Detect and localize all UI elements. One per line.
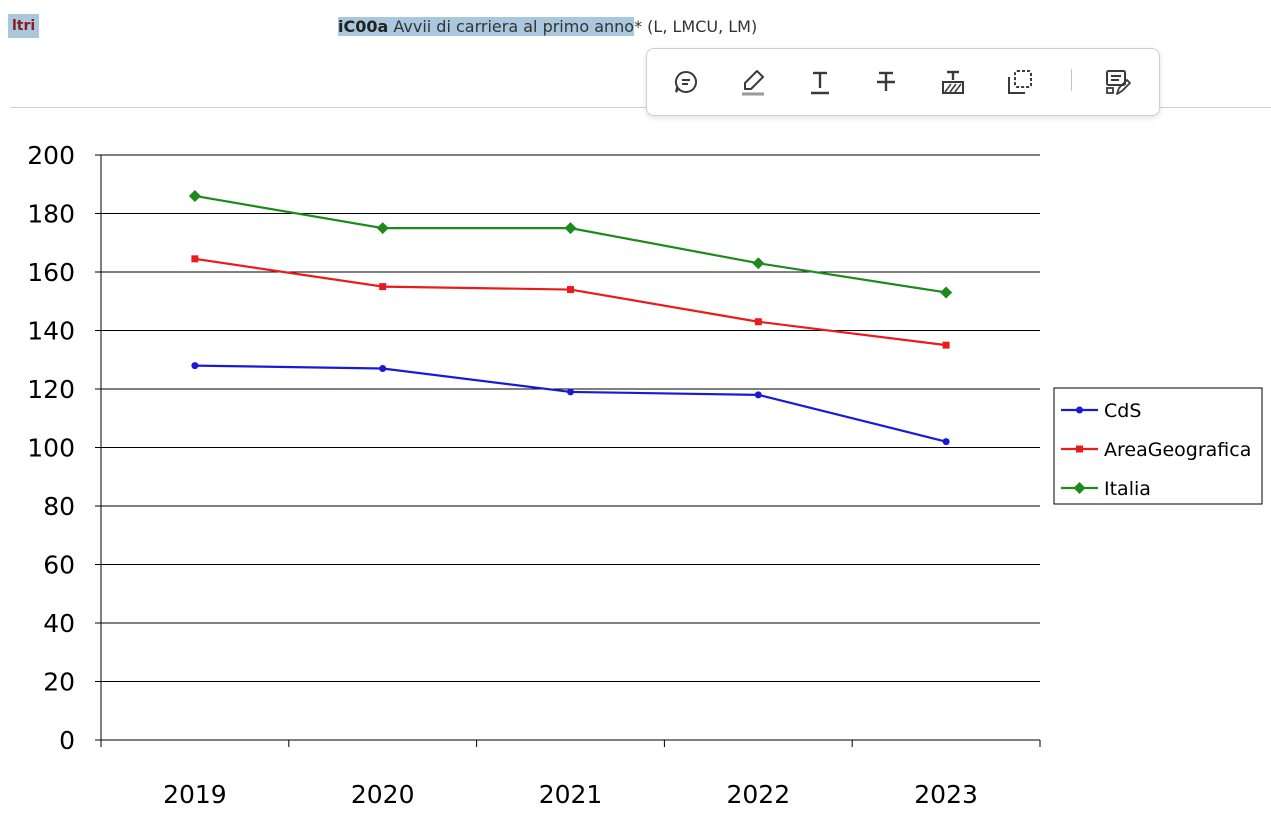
data-point-cds: [754, 391, 762, 399]
y-tick-label: 80: [43, 492, 75, 521]
legend-label-italia: Italia: [1104, 478, 1151, 500]
title-suffix: * (L, LMCU, LM): [634, 17, 758, 36]
series-line-cds: [194, 364, 947, 443]
y-tick-label: 60: [43, 551, 75, 580]
page-title: iC00a Avvii di carriera al primo anno* (…: [338, 14, 757, 40]
replace-text-button[interactable]: [933, 62, 973, 102]
x-tick-label: 2019: [163, 780, 227, 809]
y-tick-label: 180: [27, 200, 75, 229]
series-italia: [188, 189, 953, 299]
data-point-italia: [564, 222, 577, 235]
title-code: iC00a: [338, 17, 389, 36]
data-point-areageografica: [379, 283, 387, 291]
y-tick-label: 160: [27, 258, 75, 287]
series-line-italia: [194, 194, 947, 294]
title-text: Avvii di carriera al primo anno: [388, 17, 635, 36]
data-point-cds: [191, 362, 199, 370]
chart-series: [188, 189, 953, 446]
series-areageografica: [191, 255, 950, 349]
strikethrough-icon: [877, 71, 895, 91]
legend-label-areageografica: AreaGeografica: [1104, 439, 1251, 461]
comment-icon: [674, 70, 697, 93]
title-selection: iC00a Avvii di carriera al primo anno: [338, 17, 635, 36]
y-axis-tick-labels: 0 20 40 60 80 100 120 140 160 180 200: [27, 141, 75, 755]
replace-text-icon: [942, 70, 964, 94]
y-tick-label: 0: [59, 726, 75, 755]
underline-icon: [811, 71, 829, 95]
x-tick-label: 2022: [726, 780, 790, 809]
area-select-button[interactable]: [1000, 62, 1040, 102]
legend-label-cds: CdS: [1104, 400, 1141, 422]
comment-button[interactable]: [666, 62, 706, 102]
highlight-button[interactable]: [733, 62, 773, 102]
y-tick-label: 40: [43, 609, 75, 638]
x-tick-label: 2021: [539, 780, 603, 809]
underline-button[interactable]: [800, 62, 840, 102]
y-tick-label: 20: [43, 668, 75, 697]
data-point-cds: [942, 438, 950, 446]
data-point-italia: [376, 222, 389, 235]
series-cds: [191, 362, 950, 446]
data-point-cds: [379, 365, 387, 373]
header-divider: [10, 107, 1271, 108]
data-point-areageografica: [754, 318, 762, 326]
x-tick-label: 2023: [914, 780, 978, 809]
chart-gridlines: [95, 154, 1040, 741]
annotation-toolbar: [646, 48, 1160, 116]
legend-marker-italia: [1073, 482, 1086, 494]
sidebar-tab-label[interactable]: ltri: [8, 14, 40, 38]
edit-notes-button[interactable]: [1097, 62, 1137, 102]
data-point-areageografica: [191, 255, 199, 263]
legend-box: [1053, 387, 1263, 505]
legend-marker-cds: [1076, 406, 1083, 414]
strikethrough-button[interactable]: [866, 62, 906, 102]
y-tick-label: 120: [27, 375, 75, 404]
data-point-italia: [188, 189, 201, 202]
y-tick-label: 100: [27, 434, 75, 463]
chart-legend: CdS AreaGeografica Italia: [1053, 387, 1263, 505]
y-tick-label: 200: [27, 141, 75, 170]
legend-marker-areageografica: [1076, 445, 1083, 453]
data-point-italia: [940, 286, 953, 299]
toolbar-separator: [1071, 69, 1072, 91]
edit-notes-icon: [1106, 70, 1131, 95]
data-point-areageografica: [567, 286, 574, 294]
data-point-areageografica: [942, 341, 950, 349]
highlighter-icon: [742, 70, 764, 96]
data-point-italia: [752, 257, 765, 270]
data-point-cds: [567, 388, 574, 396]
y-tick-label: 140: [27, 317, 75, 346]
x-tick-label: 2020: [351, 780, 415, 809]
x-axis: 2019 2020 2021 2022 2023: [100, 155, 1041, 809]
area-select-icon: [1008, 70, 1032, 94]
